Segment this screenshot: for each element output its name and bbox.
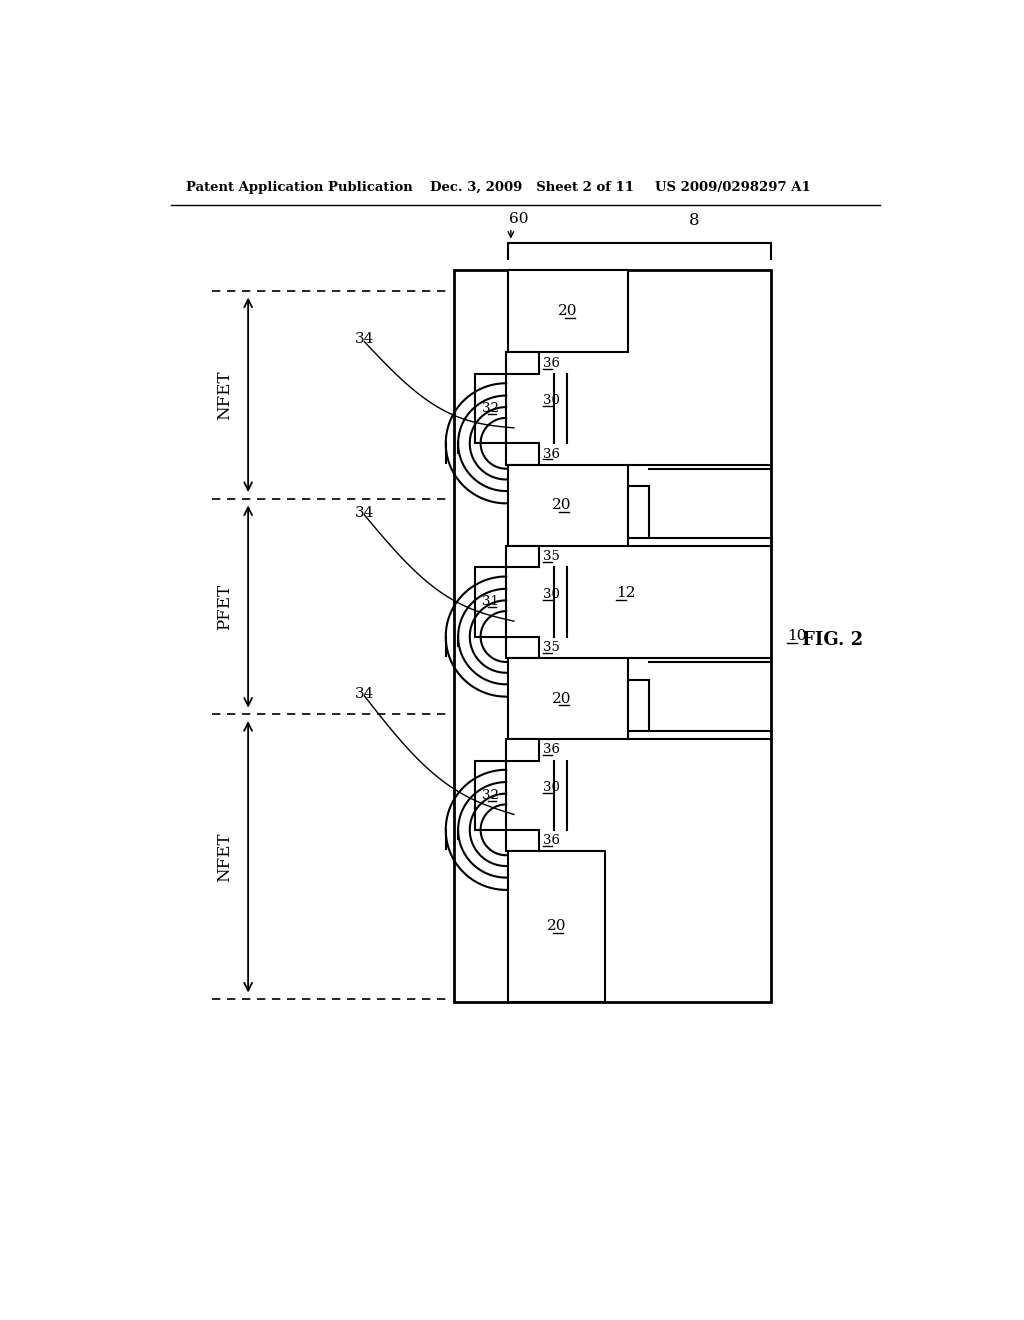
Text: 12: 12 (616, 586, 636, 601)
Text: 34: 34 (354, 506, 374, 520)
Text: 34: 34 (354, 333, 374, 346)
Text: 32: 32 (482, 403, 499, 416)
Bar (506, 830, 539, 851)
Bar (454, 271, 771, 1002)
Text: Dec. 3, 2009   Sheet 2 of 11: Dec. 3, 2009 Sheet 2 of 11 (430, 181, 634, 194)
Text: 36: 36 (543, 356, 560, 370)
Bar (628, 486, 649, 539)
Bar (506, 545, 539, 568)
Text: 36: 36 (543, 834, 560, 847)
Text: 30: 30 (543, 587, 559, 601)
Text: PFET: PFET (216, 583, 233, 630)
Text: 36: 36 (543, 447, 560, 461)
Text: Patent Application Publication: Patent Application Publication (186, 181, 413, 194)
Text: 32: 32 (482, 788, 499, 801)
Text: 35: 35 (543, 640, 559, 653)
Text: US 2009/0298297 A1: US 2009/0298297 A1 (655, 181, 811, 194)
Text: NFET: NFET (216, 370, 233, 420)
Text: 36: 36 (543, 743, 560, 756)
Text: 31: 31 (482, 595, 499, 609)
Bar (508, 465, 628, 545)
Bar (508, 271, 628, 352)
Bar (508, 851, 604, 1002)
Bar (475, 568, 506, 636)
Text: FIG. 2: FIG. 2 (802, 631, 863, 648)
Bar (475, 760, 506, 830)
Text: 35: 35 (543, 550, 559, 564)
Bar (506, 739, 539, 760)
Bar (506, 444, 539, 465)
Text: 34: 34 (354, 686, 374, 701)
Bar (506, 636, 539, 659)
Bar (506, 352, 539, 374)
Text: NFET: NFET (216, 832, 233, 882)
Text: 20: 20 (558, 304, 578, 318)
Text: 60: 60 (509, 213, 528, 226)
Text: 30: 30 (543, 781, 559, 795)
Text: 20: 20 (547, 920, 566, 933)
Bar (475, 374, 506, 444)
Text: 30: 30 (543, 395, 559, 408)
Bar (508, 659, 628, 739)
Text: 20: 20 (552, 498, 571, 512)
Text: 10: 10 (786, 628, 806, 643)
Text: 8: 8 (688, 213, 699, 230)
Text: 20: 20 (552, 692, 571, 706)
Bar (628, 680, 649, 731)
